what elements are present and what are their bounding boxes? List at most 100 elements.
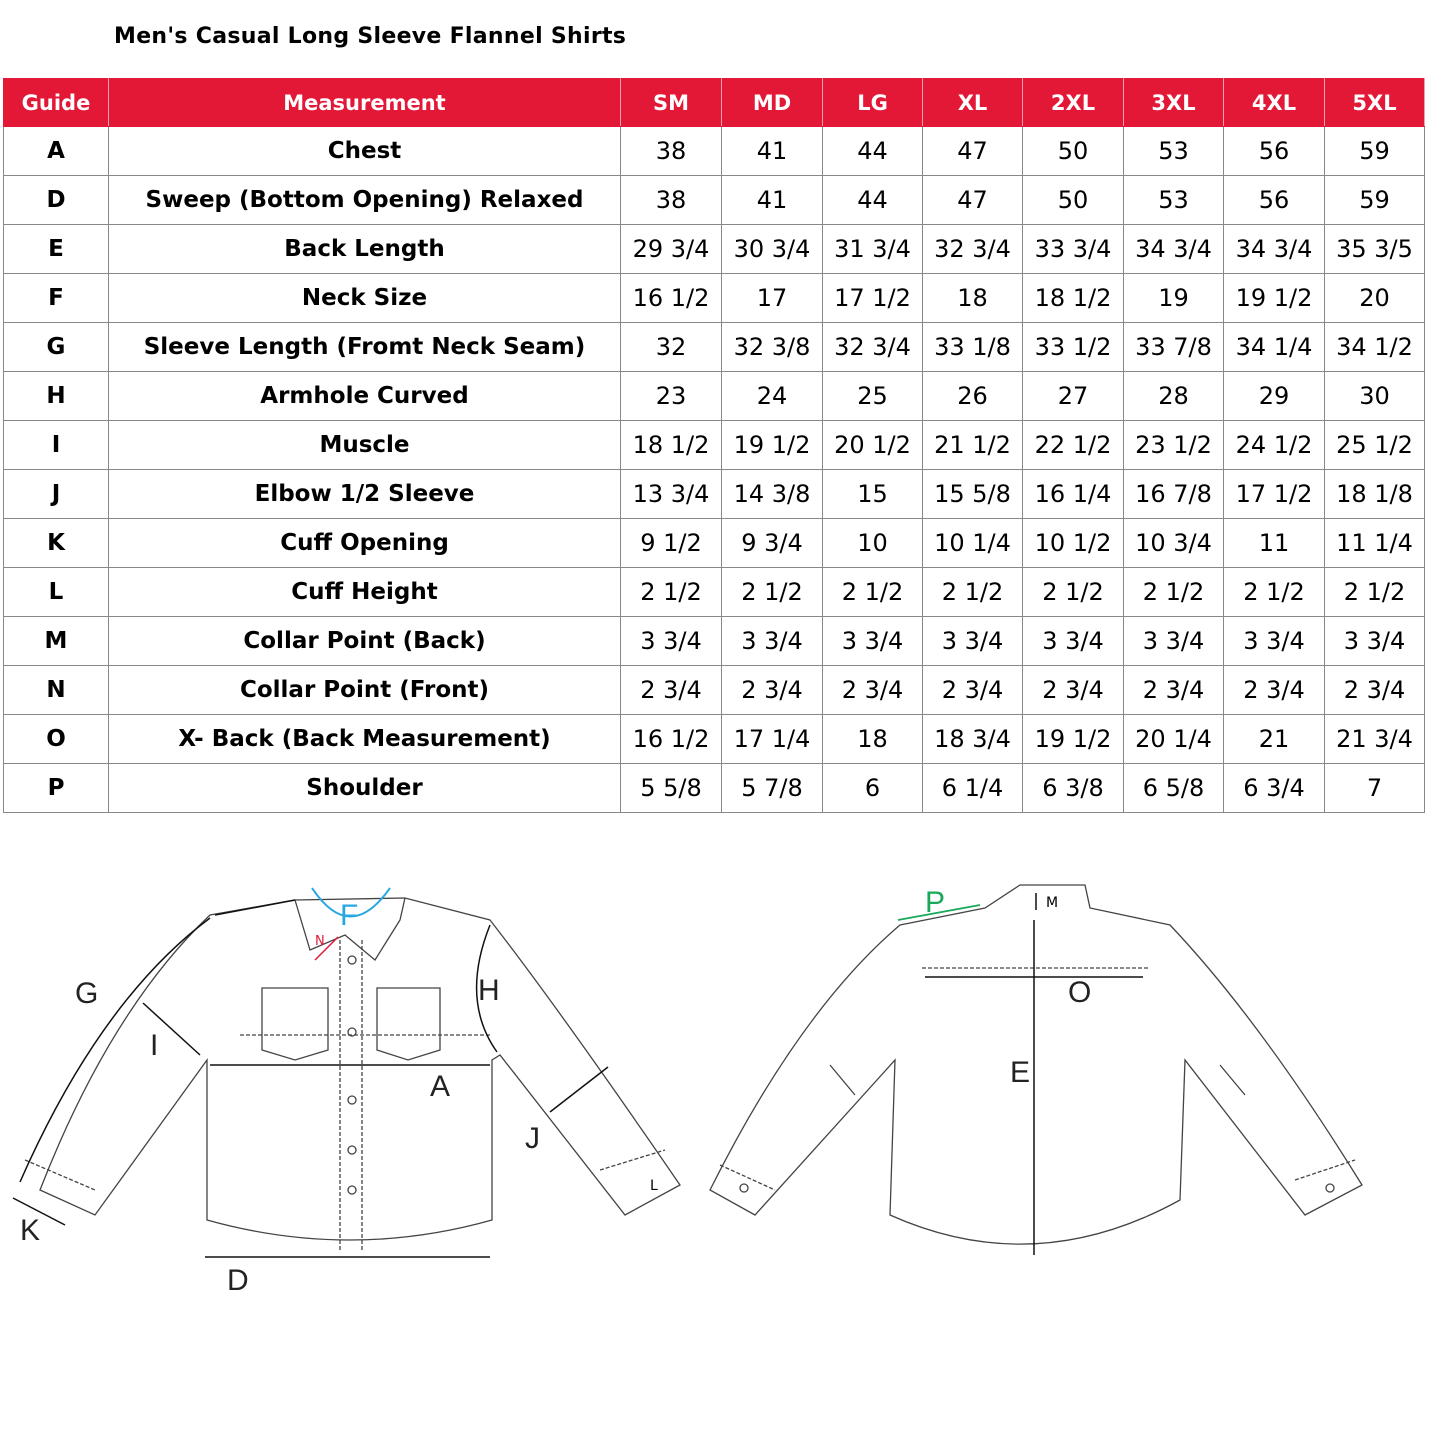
measurement-cell: Elbow 1/2 Sleeve	[108, 469, 621, 519]
measurement-cell: Back Length	[108, 224, 621, 274]
table-row: N Collar Point (Front) 2 3/4 2 3/4 2 3/4 2 3/…	[3, 665, 1425, 715]
label-M: M	[1046, 895, 1058, 911]
value-cell: 3 3/4	[620, 616, 722, 666]
muscle-arrow	[142, 1002, 201, 1056]
armhole-arrow	[475, 924, 498, 1053]
header-size-xl: XL	[922, 78, 1023, 127]
label-O: O	[1068, 976, 1091, 1009]
value-cell: 34 3/4	[1123, 224, 1224, 274]
label-K: K	[20, 1214, 40, 1247]
value-cell: 23	[620, 371, 722, 421]
value-cell: 41	[721, 126, 823, 176]
value-cell: 6 5/8	[1123, 763, 1224, 813]
guide-cell: I	[3, 420, 109, 470]
value-cell: 59	[1324, 126, 1425, 176]
label-H: H	[478, 974, 500, 1007]
value-cell: 5 7/8	[721, 763, 823, 813]
value-cell: 3 3/4	[1324, 616, 1425, 666]
value-cell: 29 3/4	[620, 224, 722, 274]
value-cell: 2 3/4	[620, 665, 722, 715]
header-size-3xl: 3XL	[1123, 78, 1224, 127]
elbow-arrow	[549, 1066, 609, 1113]
measurement-cell: Shoulder	[108, 763, 621, 813]
value-cell: 16 1/2	[620, 714, 722, 764]
value-cell: 3 3/4	[721, 616, 823, 666]
value-cell: 25	[822, 371, 923, 421]
value-cell: 18	[822, 714, 923, 764]
value-cell: 6 1/4	[922, 763, 1023, 813]
value-cell: 19	[1123, 273, 1224, 323]
value-cell: 21 3/4	[1324, 714, 1425, 764]
table-row: I Muscle 18 1/2 19 1/2 20 1/2 21 1/2 22 1/2 23 …	[3, 420, 1425, 470]
collar-point-arrow	[314, 936, 339, 961]
value-cell: 44	[822, 126, 923, 176]
value-cell: 2 1/2	[822, 567, 923, 617]
label-G: G	[75, 977, 98, 1010]
measurement-cell: Chest	[108, 126, 621, 176]
value-cell: 14 3/8	[721, 469, 823, 519]
table-row: F Neck Size 16 1/2 17 17 1/2 18 18 1/2 19 19 1/2…	[3, 273, 1425, 323]
table-row: O X- Back (Back Measurement) 16 1/2 17 1/4 1…	[3, 714, 1425, 764]
table-row: G Sleeve Length (Fromt Neck Seam) 32 32 3/8…	[3, 322, 1425, 372]
value-cell: 3 3/4	[1123, 616, 1224, 666]
value-cell: 6 3/4	[1223, 763, 1325, 813]
value-cell: 2 3/4	[822, 665, 923, 715]
value-cell: 44	[822, 175, 923, 225]
value-cell: 15 5/8	[922, 469, 1023, 519]
value-cell: 34 1/4	[1223, 322, 1325, 372]
value-cell: 13 3/4	[620, 469, 722, 519]
value-cell: 3 3/4	[1223, 616, 1325, 666]
guide-cell: L	[3, 567, 109, 617]
page-title: Men's Casual Long Sleeve Flannel Shirts	[114, 24, 627, 49]
label-J: J	[525, 1122, 540, 1155]
value-cell: 25 1/2	[1324, 420, 1425, 470]
measurement-cell: Sweep (Bottom Opening) Relaxed	[108, 175, 621, 225]
value-cell: 3 3/4	[1022, 616, 1124, 666]
measurement-cell: Cuff Height	[108, 567, 621, 617]
value-cell: 50	[1022, 126, 1124, 176]
header-measurement: Measurement	[108, 78, 621, 127]
value-cell: 22 1/2	[1022, 420, 1124, 470]
table-row: L Cuff Height 2 1/2 2 1/2 2 1/2 2 1/2 2 1/2 2 1…	[3, 567, 1425, 617]
table-row: H Armhole Curved 23 24 25 26 27 28 29 30	[3, 371, 1425, 421]
front-shirt-outline	[39, 897, 681, 1241]
value-cell: 33 1/2	[1022, 322, 1124, 372]
value-cell: 19 1/2	[1223, 273, 1325, 323]
label-N: N	[315, 934, 325, 949]
value-cell: 16 1/2	[620, 273, 722, 323]
value-cell: 17 1/2	[822, 273, 923, 323]
value-cell: 17 1/4	[721, 714, 823, 764]
value-cell: 10 1/4	[922, 518, 1023, 568]
value-cell: 21	[1223, 714, 1325, 764]
value-cell: 2 1/2	[1324, 567, 1425, 617]
front-shirt-diagram: F N G H I A J K L D	[12, 887, 681, 1297]
value-cell: 11	[1223, 518, 1325, 568]
value-cell: 29	[1223, 371, 1325, 421]
value-cell: 2 1/2	[620, 567, 722, 617]
value-cell: 7	[1324, 763, 1425, 813]
value-cell: 10 3/4	[1123, 518, 1224, 568]
value-cell: 18 1/8	[1324, 469, 1425, 519]
guide-cell: J	[3, 469, 109, 519]
value-cell: 26	[922, 371, 1023, 421]
label-I: I	[150, 1029, 158, 1062]
guide-cell: E	[3, 224, 109, 274]
guide-cell: H	[3, 371, 109, 421]
value-cell: 2 1/2	[1022, 567, 1124, 617]
measurement-cell: Cuff Opening	[108, 518, 621, 568]
measurement-cell: Sleeve Length (Fromt Neck Seam)	[108, 322, 621, 372]
label-A: A	[430, 1070, 450, 1103]
label-F: F	[340, 899, 358, 932]
value-cell: 10 1/2	[1022, 518, 1124, 568]
value-cell: 33 1/8	[922, 322, 1023, 372]
value-cell: 18	[922, 273, 1023, 323]
table-row: D Sweep (Bottom Opening) Relaxed 38 41 44 47 5…	[3, 175, 1425, 225]
value-cell: 2 3/4	[721, 665, 823, 715]
header-guide: Guide	[3, 78, 109, 127]
value-cell: 2 1/2	[922, 567, 1023, 617]
value-cell: 9 3/4	[721, 518, 823, 568]
value-cell: 59	[1324, 175, 1425, 225]
guide-cell: A	[3, 126, 109, 176]
table-row: J Elbow 1/2 Sleeve 13 3/4 14 3/8 15 15 5/8 16 …	[3, 469, 1425, 519]
measurement-cell: Collar Point (Back)	[108, 616, 621, 666]
